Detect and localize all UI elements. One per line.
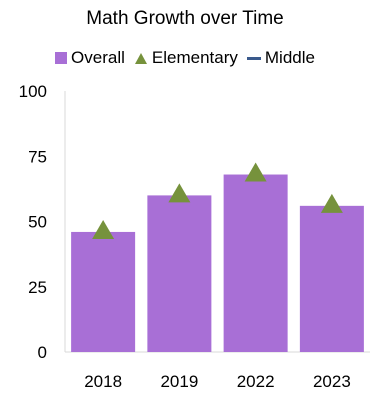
legend-label-elementary: Elementary [151,48,238,67]
legend-item-overall: Overall [55,48,125,68]
bar [71,231,136,352]
chart-title: Math Growth over Time [86,8,284,29]
y-tick-label: 25 [28,278,47,297]
legend-item-elementary: Elementary [134,48,238,68]
triangle-marker [320,193,343,213]
y-tick-label: 75 [28,147,47,166]
legend-swatch-middle [246,56,261,60]
legend: Overall Elementary Middle [0,48,370,68]
bar [147,195,212,352]
triangle-marker [244,162,267,182]
triangle-marker [92,219,115,239]
legend-label-overall: Overall [71,48,125,67]
legend-triangle-icon [134,52,147,64]
x-tick-label: 2019 [160,372,198,391]
x-tick-label: 2018 [84,372,122,391]
legend-swatch-overall [55,52,68,64]
legend-item-middle: Middle [246,48,315,68]
bar [299,205,364,352]
triangle-marker [168,183,191,203]
bar [223,174,288,352]
legend-label-middle: Middle [264,48,315,67]
x-tick-label: 2023 [313,372,351,391]
y-tick-label: 100 [19,82,47,101]
x-tick-label: 2022 [237,372,275,391]
y-tick-label: 0 [38,343,47,362]
y-tick-label: 50 [28,213,47,232]
